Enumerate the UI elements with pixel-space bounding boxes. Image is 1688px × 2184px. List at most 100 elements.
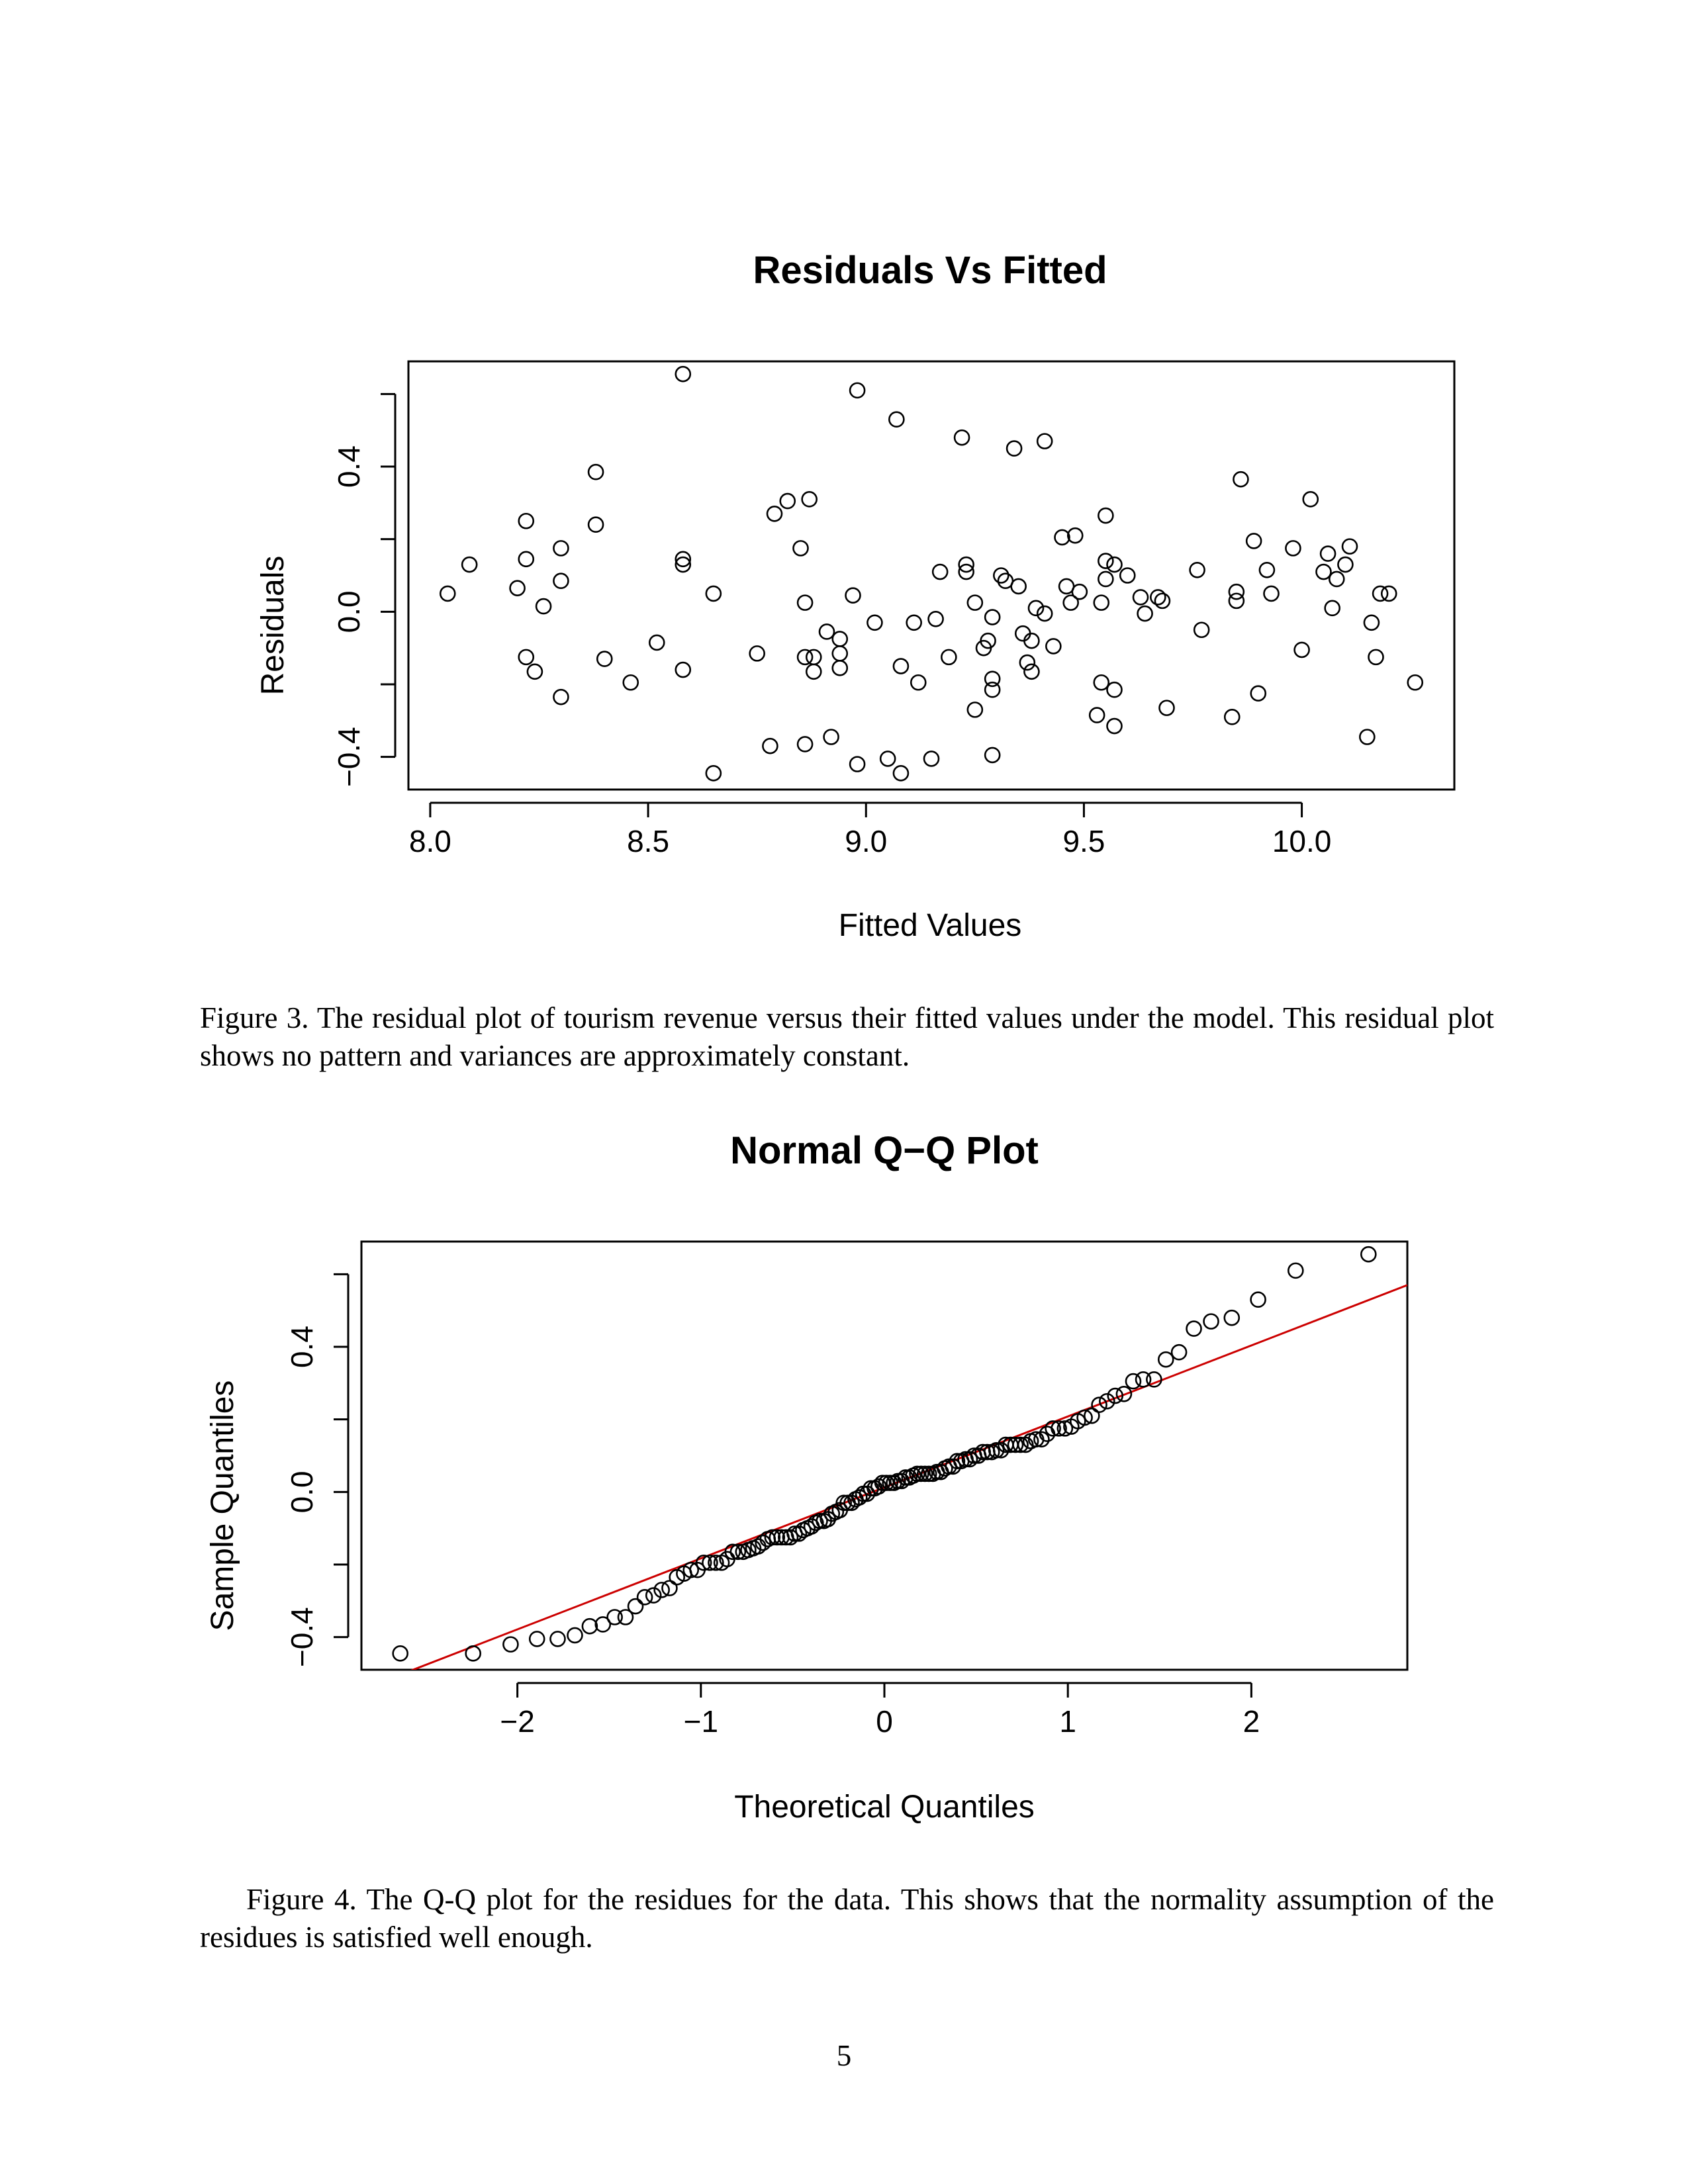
data-point <box>958 563 974 580</box>
data-point <box>892 658 910 674</box>
qq-point <box>945 1458 961 1475</box>
x-tick-label: 8.5 <box>627 824 669 858</box>
data-point <box>553 688 569 705</box>
data-point <box>622 674 639 691</box>
x-tick-label: 0 <box>876 1704 893 1739</box>
data-point <box>762 737 778 754</box>
data-point <box>1363 614 1380 631</box>
data-point <box>818 623 835 640</box>
qq-point <box>882 1475 898 1491</box>
data-point <box>1027 600 1045 617</box>
data-point <box>1132 589 1149 606</box>
qq-point <box>617 1609 634 1625</box>
qq-point <box>764 1529 781 1546</box>
data-point <box>1368 649 1384 666</box>
data-point <box>1407 674 1424 691</box>
data-point <box>1119 567 1136 584</box>
data-point <box>526 663 543 680</box>
data-point <box>779 492 796 510</box>
qq-point <box>1250 1291 1266 1308</box>
normal-qq-svg: Normal Q−Q Plot Theoretical Quantiles Sa… <box>205 1129 1409 1825</box>
data-point <box>675 556 692 573</box>
data-point <box>439 585 456 602</box>
qq-point <box>889 1473 906 1490</box>
data-point <box>705 585 722 602</box>
data-point <box>831 645 849 662</box>
data-point <box>1319 545 1336 562</box>
data-point <box>888 411 905 428</box>
chart-title: Normal Q−Q Plot <box>730 1129 1039 1172</box>
data-point <box>1088 707 1105 723</box>
data-point <box>879 751 896 767</box>
data-point <box>953 429 970 446</box>
qq-point <box>1033 1431 1050 1448</box>
qq-point <box>1107 1387 1124 1404</box>
chart-title: Residuals Vs Fitted <box>753 249 1107 292</box>
qq-point <box>949 1453 966 1470</box>
qq-point <box>661 1580 678 1596</box>
qq-point <box>920 1465 937 1482</box>
data-point <box>1071 583 1088 600</box>
data-point <box>518 551 535 568</box>
qq-point <box>581 1617 598 1635</box>
qq-point <box>465 1645 482 1662</box>
data-point <box>1380 585 1397 602</box>
qq-point <box>1360 1246 1377 1263</box>
qq-point <box>1076 1409 1093 1426</box>
data-point <box>796 649 814 666</box>
y-tick-label: −0.4 <box>332 727 366 787</box>
data-point <box>984 609 1001 625</box>
qq-point <box>1012 1436 1029 1453</box>
data-point <box>927 610 944 627</box>
x-tick-label: 2 <box>1243 1704 1260 1739</box>
qq-point <box>1157 1351 1174 1368</box>
qq-point <box>1115 1385 1133 1402</box>
data-point <box>1010 578 1027 595</box>
data-point <box>1093 594 1110 611</box>
qq-point <box>812 1512 828 1529</box>
data-point <box>675 661 692 678</box>
data-point <box>792 540 809 557</box>
data-point <box>1093 674 1110 691</box>
data-point <box>1315 563 1332 580</box>
qq-point <box>909 1465 925 1482</box>
data-point <box>535 598 552 615</box>
x-tick-label: −2 <box>500 1704 534 1739</box>
data-point <box>766 505 783 522</box>
data-point <box>1036 433 1053 449</box>
data-point <box>596 651 613 667</box>
x-tick-label: 8.0 <box>409 824 451 858</box>
y-axis-ticks: −0.4 0.0 0.4 <box>332 392 397 787</box>
y-tick-label: 0.4 <box>285 1326 319 1368</box>
qq-point <box>755 1534 771 1551</box>
x-axis-label: Fitted Values <box>839 908 1022 943</box>
data-point <box>966 594 984 611</box>
data-point <box>1066 527 1084 544</box>
qq-point <box>682 1561 700 1578</box>
data-point <box>1245 533 1262 549</box>
data-point <box>1258 561 1276 578</box>
data-point <box>984 670 1001 688</box>
data-point <box>1023 632 1040 649</box>
x-tick-label: 10.0 <box>1272 824 1332 858</box>
qq-point <box>1287 1262 1304 1279</box>
data-point <box>1189 561 1205 578</box>
plot-frame <box>360 1240 1409 1671</box>
data-point <box>1045 638 1062 655</box>
data-point <box>587 516 604 533</box>
data-point <box>675 551 692 568</box>
residuals-vs-fitted-chart: Residuals Vs Fitted Fitted Values Residu… <box>0 238 1688 973</box>
data-point <box>980 632 996 649</box>
data-point <box>461 556 478 573</box>
qq-point <box>988 1441 1005 1459</box>
data-point <box>1062 594 1079 611</box>
data-point <box>796 736 814 752</box>
data-point <box>1106 681 1123 698</box>
data-point <box>845 587 861 604</box>
data-point <box>1098 507 1114 524</box>
data-point <box>831 660 849 676</box>
data-point <box>1372 585 1389 602</box>
data-point <box>1285 540 1301 557</box>
qq-point <box>1084 1407 1100 1424</box>
y-axis-ticks: −0.4 0.0 0.4 <box>285 1273 350 1667</box>
